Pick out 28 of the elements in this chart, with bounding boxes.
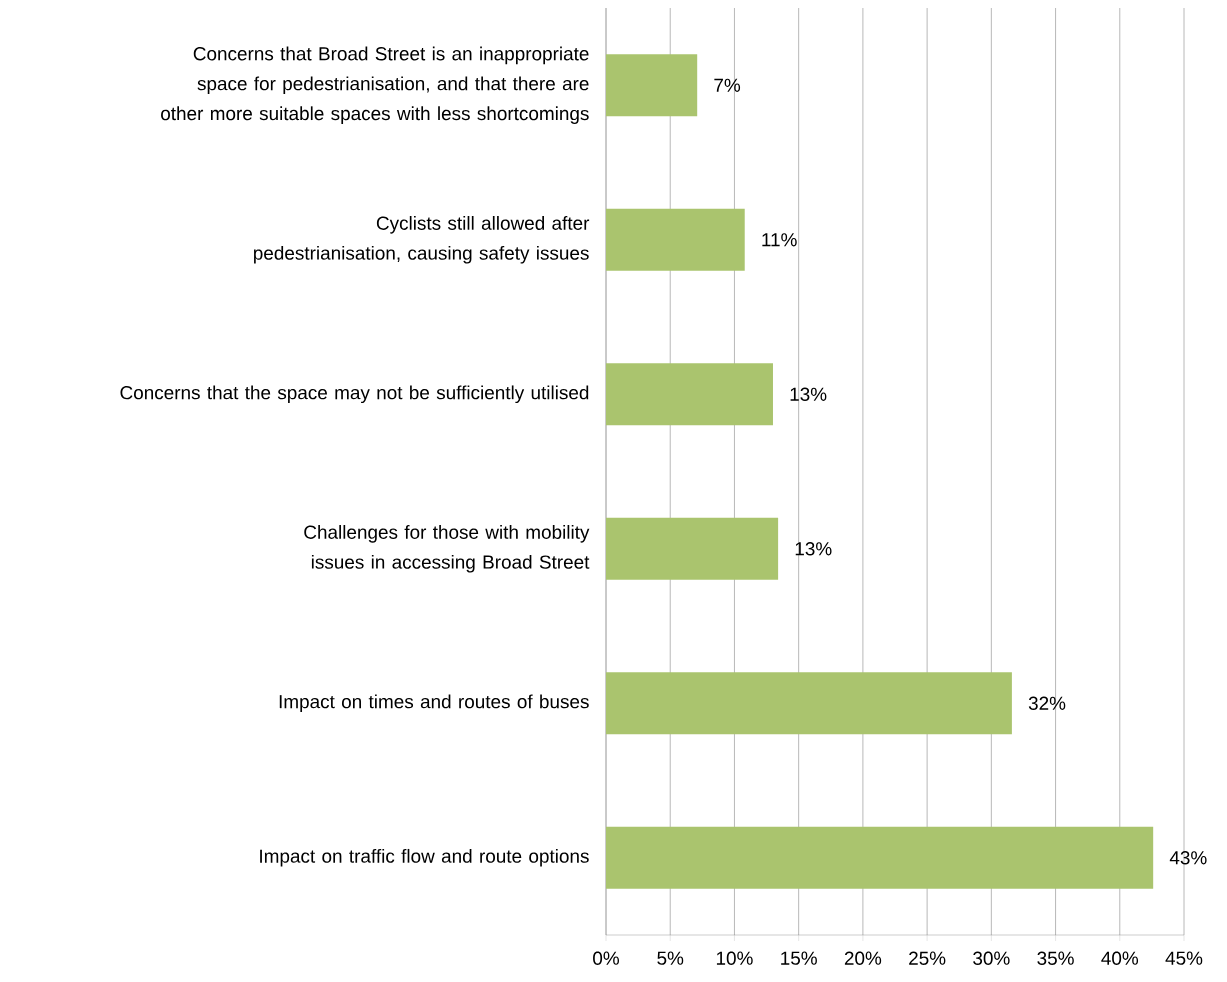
y-tick-label: Concerns that Broad Street is an inappropriate space for pedestrianisation, and that there are other more suitable spaces with less shortcomings	[161, 46, 589, 124]
data-label: 11%	[762, 233, 797, 247]
x-tick-label: 5%	[657, 951, 684, 965]
x-tick-label: 0%	[593, 951, 619, 965]
data-label: 32%	[1028, 696, 1066, 710]
x-tick-label: 30%	[973, 951, 1010, 965]
x-tick-label: 45%	[1165, 951, 1203, 965]
bar	[606, 672, 1012, 735]
data-label: 13%	[795, 542, 832, 556]
data-label: 7%	[714, 78, 741, 92]
x-tick-label: 20%	[844, 951, 882, 965]
x-tick-label: 15%	[781, 951, 817, 965]
y-tick-label: Cyclists still allowed after pedestrianisation, causing safety issues	[254, 215, 590, 264]
data-label: 43%	[1169, 851, 1207, 865]
bar	[606, 208, 745, 271]
x-tick-label: 25%	[909, 951, 946, 965]
x-tick-label: 40%	[1101, 951, 1139, 965]
y-tick-label: Concerns that the space may not be sufficiently utilised	[120, 385, 589, 404]
bar	[606, 826, 1154, 889]
data-label: 13%	[790, 387, 827, 401]
y-tick-label: Impact on traffic flow and route options	[260, 848, 589, 867]
x-tick-label: 35%	[1037, 951, 1074, 965]
bar	[606, 517, 779, 580]
x-tick-label: 10%	[716, 951, 753, 965]
bar	[606, 363, 773, 426]
y-tick-label: Challenges for those with mobility issues in accessing Broad Street	[304, 524, 590, 573]
y-tick-label: Impact on times and routes of buses	[279, 694, 589, 713]
bar	[606, 54, 698, 117]
